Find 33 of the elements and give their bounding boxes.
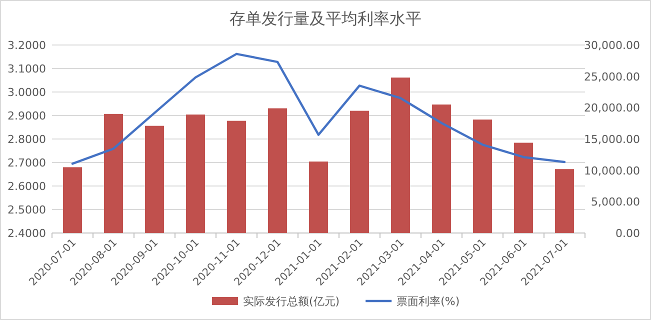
y-tick-label: 2.4000 (8, 227, 46, 240)
bar (473, 120, 492, 233)
y-tick-label: 2.9000 (8, 110, 46, 122)
y-tick-label: 2.7000 (8, 156, 46, 170)
chart-title: 存单发行量及平均利率水平 (230, 9, 422, 28)
bar (104, 114, 123, 233)
bar (391, 78, 410, 233)
bar (309, 162, 328, 233)
y-tick-label: 3.2000 (8, 39, 46, 52)
bar (350, 110, 369, 233)
bar (227, 120, 246, 233)
line-series (71, 52, 566, 165)
y2-tick-label: 5,000.00 (591, 196, 640, 209)
y2-tick-label: 25,000.00 (584, 70, 640, 84)
bar (186, 114, 205, 233)
y2-tick-label: 10,000.00 (584, 164, 640, 178)
y2-tick-label: 30,000.00 (584, 39, 640, 52)
y2-tick-label: 0.00 (616, 227, 640, 240)
bar (555, 169, 574, 233)
bar (514, 142, 533, 233)
y-tick-label: 2.6000 (8, 180, 46, 193)
legend-label: 票面利率(%) (396, 295, 460, 308)
y-tick-label: 2.5000 (8, 204, 46, 216)
bar (432, 104, 451, 233)
y-tick-label: 2.8000 (8, 133, 46, 146)
bar (145, 126, 164, 233)
y-tick-label: 3.0000 (8, 86, 46, 99)
bar (63, 167, 82, 233)
bar (268, 108, 287, 233)
y-tick-label: 3.1000 (8, 62, 46, 76)
legend-label: 实际发行总额(亿元) (243, 295, 340, 308)
y2-tick-label: 20,000.00 (584, 102, 640, 115)
y2-tick-label: 15,000.00 (584, 133, 640, 146)
